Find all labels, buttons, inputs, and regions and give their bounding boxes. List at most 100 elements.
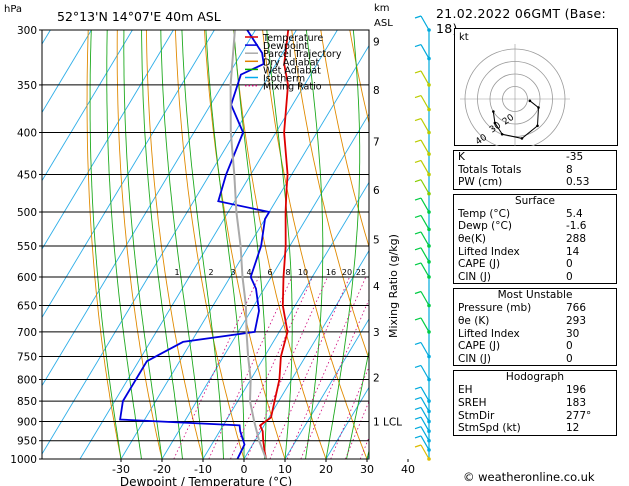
wind-barb xyxy=(420,444,430,460)
km-tick-label: 9 xyxy=(373,37,380,49)
temperature-tick-label: -10 xyxy=(194,463,212,476)
pressure-tick-label: 900 xyxy=(17,416,37,428)
mixing-ratio-label: 20 xyxy=(342,268,352,277)
isotherm-line xyxy=(42,30,133,182)
hodograph-unit-label: kt xyxy=(459,32,469,43)
height-unit-label: ASL xyxy=(374,18,393,29)
wind-barb-flag xyxy=(414,364,422,369)
surface-row: Dewp (°C) -1.6 xyxy=(454,220,616,233)
mixing-ratio-label: 16 xyxy=(326,268,336,277)
pressure-tick-label: 650 xyxy=(17,301,37,313)
most-unstable-title: Most Unstable xyxy=(497,289,573,302)
hodo-row: SREH 183 xyxy=(454,397,616,410)
km-tick-label: 7 xyxy=(373,136,380,148)
unstable-value: 293 xyxy=(566,314,587,327)
index-value: -35 xyxy=(566,151,584,163)
legend-label: Dry Adiabat xyxy=(263,57,320,68)
wind-barb xyxy=(420,215,430,230)
pressure-tick-label: 450 xyxy=(17,169,37,181)
legend-label: Dewpoint xyxy=(263,41,308,52)
index-row: PW (cm) 0.53 xyxy=(454,176,616,189)
legend-label: Temperature xyxy=(262,33,323,44)
km-tick-label: 4 xyxy=(373,281,380,293)
wind-barb-dot xyxy=(427,172,431,177)
dry-adiabat-line xyxy=(320,30,369,249)
unstable-row: Pressure (mb) 766 xyxy=(454,302,616,315)
plot-frame xyxy=(41,29,370,460)
wind-barb-flag xyxy=(414,117,422,122)
surface-label: CAPE (J) xyxy=(458,258,501,271)
pressure-tick-label: 1000 xyxy=(10,454,37,466)
wind-barb xyxy=(420,317,430,333)
wind-barb-flag xyxy=(414,231,422,235)
unstable-value: 0 xyxy=(566,352,573,365)
unstable-label: CAPE (J) xyxy=(458,340,501,353)
wind-barb xyxy=(420,435,430,451)
wind-barb-flag xyxy=(414,416,422,420)
wind-barb-flag xyxy=(414,15,422,19)
dry-adiabat-line xyxy=(86,30,122,459)
pressure-tick-label: 550 xyxy=(17,241,37,253)
index-row: Totals Totals 8 xyxy=(454,164,616,177)
wind-barb-flag xyxy=(414,426,422,430)
pressure-tick-label: 950 xyxy=(17,436,37,448)
hodo-value: 277° xyxy=(566,409,592,422)
wind-barb-dot xyxy=(427,28,431,32)
credit-text: © weatheronline.co.uk xyxy=(463,470,595,484)
hodograph-table: Hodograph EH 196 SREH 183 StmDir 277° StmSpd (… xyxy=(453,370,617,436)
wind-barb-dot xyxy=(427,457,431,461)
hodograph-ring-label: 40 xyxy=(474,133,489,146)
wind-barb-flag xyxy=(414,435,422,439)
surface-value: -1.6 xyxy=(566,220,587,233)
wind-barb-dot xyxy=(427,244,431,248)
wind-barb xyxy=(420,118,430,133)
mixing-ratio-label: 6 xyxy=(267,268,272,277)
surface-value: 0 xyxy=(566,270,573,283)
index-label: Totals Totals xyxy=(458,163,522,176)
hodo-row: EH 196 xyxy=(454,384,616,397)
hodograph-point xyxy=(536,124,539,128)
surface-row: Temp (°C) 5.4 xyxy=(454,208,616,221)
hodograph-point xyxy=(537,106,540,109)
surface-label: θe(K) xyxy=(458,232,486,245)
surface-value: 288 xyxy=(566,232,587,245)
wind-barb-dot xyxy=(427,130,431,135)
mixing-ratio-line xyxy=(300,298,369,459)
pressure-tick-label: 750 xyxy=(17,351,37,363)
pressure-tick-label: 850 xyxy=(17,396,37,408)
mixing-ratio-line xyxy=(286,276,367,459)
surface-value: 5.4 xyxy=(566,207,583,220)
height-unit-label: km xyxy=(374,3,390,14)
wind-barb xyxy=(420,95,430,110)
wind-barb xyxy=(420,365,430,380)
hodograph-point xyxy=(500,132,504,136)
wind-barb-dot xyxy=(427,227,431,232)
surface-row: CAPE (J) 0 xyxy=(454,258,616,271)
temperature-tick-label: -20 xyxy=(153,463,171,476)
wind-barb-flag xyxy=(414,43,422,48)
wet-adiabat-line xyxy=(205,30,245,459)
surface-row: θe(K) 288 xyxy=(454,233,616,246)
wind-barb-dot xyxy=(427,275,431,279)
wind-barb-flag xyxy=(414,214,422,218)
wind-barb xyxy=(420,407,430,422)
isotherm-line xyxy=(79,30,338,459)
index-row: K -35 xyxy=(454,151,616,164)
unstable-row: CAPE (J) 0 xyxy=(454,340,616,353)
wind-barb xyxy=(420,15,430,31)
temperature-tick-label: 0 xyxy=(241,463,248,476)
hodograph-point xyxy=(492,110,495,113)
hodo-row: StmSpd (kt) 12 xyxy=(454,422,616,435)
wind-barb-dot xyxy=(427,438,431,443)
surface-value: 0 xyxy=(566,258,573,271)
hodograph-frame xyxy=(454,28,618,146)
unstable-label: CIN (J) xyxy=(458,352,491,365)
unstable-label: Lifted Index xyxy=(458,327,520,340)
temperature-tick-label: 40 xyxy=(401,463,415,476)
wet-adiabat-line xyxy=(346,348,369,459)
wind-barb-dot xyxy=(427,210,431,214)
isotherm-line xyxy=(42,30,92,114)
location-label: 52°13'N 14°07'E 40m ASL xyxy=(57,9,221,24)
